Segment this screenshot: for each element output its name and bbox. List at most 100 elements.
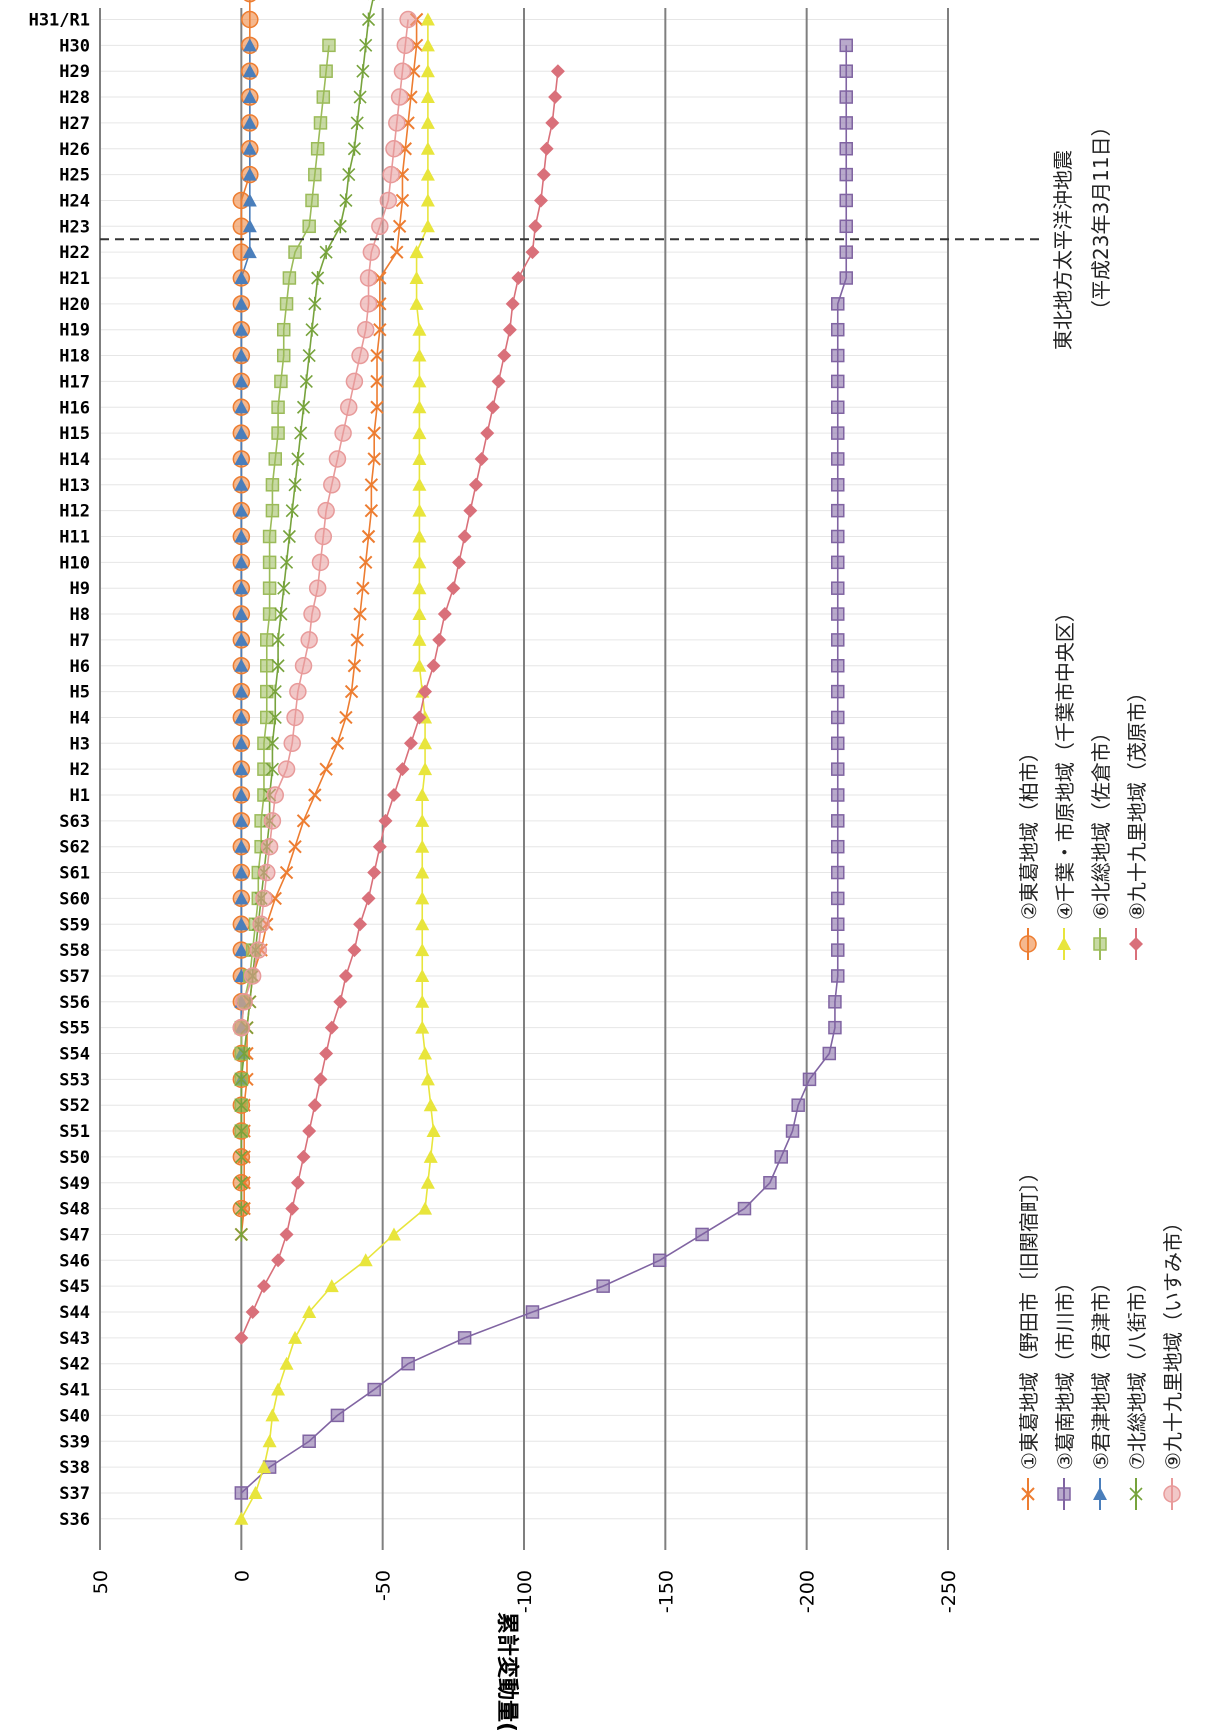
data-point [345, 372, 364, 391]
data-point [347, 943, 362, 958]
data-point [234, 917, 249, 931]
data-point [265, 1408, 280, 1422]
data-point [282, 271, 297, 285]
data-point [831, 891, 845, 906]
data-point [330, 736, 345, 751]
data-point [420, 193, 435, 207]
data-point [234, 607, 249, 621]
data-point [831, 762, 845, 776]
data-point [356, 581, 370, 595]
data-point [308, 167, 322, 182]
data-point [234, 710, 249, 724]
data-point [378, 813, 393, 828]
data-point [242, 219, 257, 233]
legend-label: ④千葉・市原地域（千葉市中央区） [1053, 602, 1077, 920]
data-point [423, 1149, 438, 1163]
data-point [305, 193, 319, 208]
data-point [415, 788, 430, 801]
y-tick-label: H22 [59, 243, 90, 263]
data-point [831, 684, 845, 699]
x-tick-label: -100 [514, 1570, 536, 1613]
y-tick-label: S44 [59, 1303, 90, 1323]
data-point [234, 426, 249, 440]
legend-entry: ①東葛地域（野田市〔旧関宿町〕） [1017, 1162, 1041, 1510]
data-point [294, 657, 313, 675]
data-point [367, 1382, 381, 1397]
y-tick-label: S42 [59, 1355, 90, 1375]
data-point [399, 10, 417, 29]
legend-entry: ⑤君津地域（君津市） [1089, 1272, 1113, 1510]
y-tick-label: S55 [59, 1019, 90, 1039]
y-tick-label: S36 [59, 1510, 90, 1530]
data-point [277, 760, 296, 778]
data-point [412, 555, 427, 569]
data-point [262, 581, 277, 595]
data-point [234, 1046, 249, 1061]
data-point [234, 1072, 248, 1087]
data-point [353, 917, 368, 932]
data-point [390, 88, 409, 106]
data-point [324, 1279, 339, 1293]
data-point [415, 813, 430, 827]
data-point [831, 297, 845, 311]
data-point [234, 451, 249, 465]
x-tick-label: -250 [938, 1570, 960, 1613]
y-tick-label: H18 [59, 347, 90, 367]
data-point [533, 193, 548, 208]
data-point [303, 605, 321, 623]
data-point [302, 348, 316, 363]
data-point [831, 478, 845, 492]
legend-marker [1129, 1487, 1143, 1501]
y-tick-label: H6 [70, 657, 90, 677]
data-point [420, 12, 435, 26]
data-point [831, 555, 845, 570]
y-tick-label: H8 [70, 605, 90, 625]
data-point [279, 865, 294, 880]
y-tick-label: S57 [59, 967, 90, 987]
x-tick-label: 50 [90, 1570, 112, 1594]
data-point [314, 527, 333, 546]
data-point [802, 1072, 817, 1087]
data-point [382, 165, 400, 184]
data-point [351, 346, 369, 365]
y-tick-label: S46 [59, 1251, 90, 1271]
data-point [288, 477, 302, 492]
data-point [831, 607, 845, 621]
legend-label: ⑥北総地域（佐倉市） [1089, 722, 1113, 920]
data-point [265, 503, 280, 518]
data-point [403, 736, 418, 751]
data-point [234, 271, 249, 284]
data-point [234, 813, 249, 827]
data-point [831, 865, 845, 880]
data-point [415, 891, 430, 905]
legend-entry: ⑨九十九里地域（いすみ市） [1161, 1212, 1185, 1510]
data-point [302, 1305, 317, 1318]
data-point [266, 786, 285, 804]
data-point [418, 684, 433, 699]
y-tick-label: S39 [59, 1432, 90, 1452]
data-point [457, 1331, 472, 1345]
data-point [347, 141, 361, 156]
data-point [302, 1124, 317, 1139]
data-point [265, 478, 280, 492]
y-tick-label: S48 [59, 1200, 90, 1220]
data-point [288, 245, 302, 259]
data-point [291, 451, 305, 466]
data-point [831, 426, 845, 440]
data-point [334, 424, 352, 442]
data-point [396, 36, 415, 55]
data-point [265, 762, 279, 777]
data-point [420, 167, 435, 181]
data-point [252, 915, 270, 933]
data-point [393, 62, 412, 80]
data-point [468, 477, 483, 492]
data-point [319, 64, 333, 78]
data-point [412, 477, 427, 491]
data-point [412, 451, 427, 465]
data-point [831, 736, 845, 751]
data-point [379, 191, 398, 210]
data-point [828, 995, 842, 1009]
data-point [234, 788, 249, 801]
data-point [415, 968, 430, 982]
data-point [839, 193, 853, 208]
